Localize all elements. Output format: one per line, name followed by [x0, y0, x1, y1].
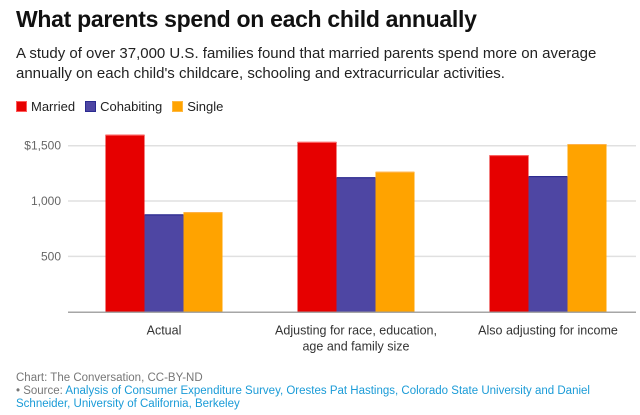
bar-single-1	[375, 171, 415, 312]
x-category-label-line: Also adjusting for income	[478, 324, 618, 338]
x-category-label: Also adjusting for income	[478, 324, 618, 338]
x-category-label-line: Adjusting for race, education,	[275, 324, 437, 338]
bar-chart: 500 1,000 $1,500 Actual Adjusting for race,…	[24, 134, 636, 354]
y-axis-tick-labels: 500 1,000 $1,500	[24, 139, 61, 264]
legend-swatch-cohabiting	[85, 101, 97, 112]
legend-label-married: Married	[31, 99, 76, 114]
y-tick-label: 500	[41, 249, 61, 263]
bar-single-0	[183, 212, 223, 312]
chart-source: • Source: Analysis of Consumer Expenditu…	[16, 385, 626, 411]
bar-married-0	[105, 134, 145, 312]
x-category-label: Actual	[147, 324, 182, 338]
legend: Married Cohabiting Single	[16, 99, 233, 114]
chart-footer: Chart: The Conversation, CC-BY-ND • Sour…	[16, 372, 626, 411]
bar-cohabiting-0	[144, 214, 184, 312]
y-tick-label: 1,000	[31, 194, 61, 208]
source-prefix: • Source:	[16, 385, 66, 397]
legend-swatch-married	[16, 101, 27, 112]
bar-cohabiting-1	[336, 177, 376, 312]
bars	[105, 134, 607, 312]
bar-cohabiting-2	[528, 176, 568, 312]
legend-swatch-single	[172, 101, 184, 112]
chart-subtitle: A study of over 37,000 U.S. families fou…	[16, 45, 597, 82]
chart-title: What parents spend on each child annuall…	[16, 6, 477, 32]
legend-label-cohabiting: Cohabiting	[100, 99, 163, 114]
x-axis-category-labels: Actual Adjusting for race, education, age …	[147, 324, 618, 354]
legend-label-single: Single	[187, 99, 224, 114]
legend-item-single: Single	[172, 99, 223, 114]
y-tick-label: $1,500	[24, 139, 61, 153]
x-category-label-line: Actual	[147, 324, 182, 338]
x-category-label-line: age and family size	[302, 340, 409, 354]
chart-credit: Chart: The Conversation, CC-BY-ND	[16, 372, 203, 384]
legend-item-married: Married	[16, 99, 75, 114]
bar-married-1	[297, 141, 337, 312]
legend-item-cohabiting: Cohabiting	[85, 99, 162, 114]
bar-married-2	[489, 155, 529, 312]
bar-single-2	[567, 144, 607, 312]
source-link[interactable]: Analysis of Consumer Expenditure Survey,…	[16, 385, 590, 410]
x-category-label: Adjusting for race, education, age and fa…	[275, 324, 437, 354]
